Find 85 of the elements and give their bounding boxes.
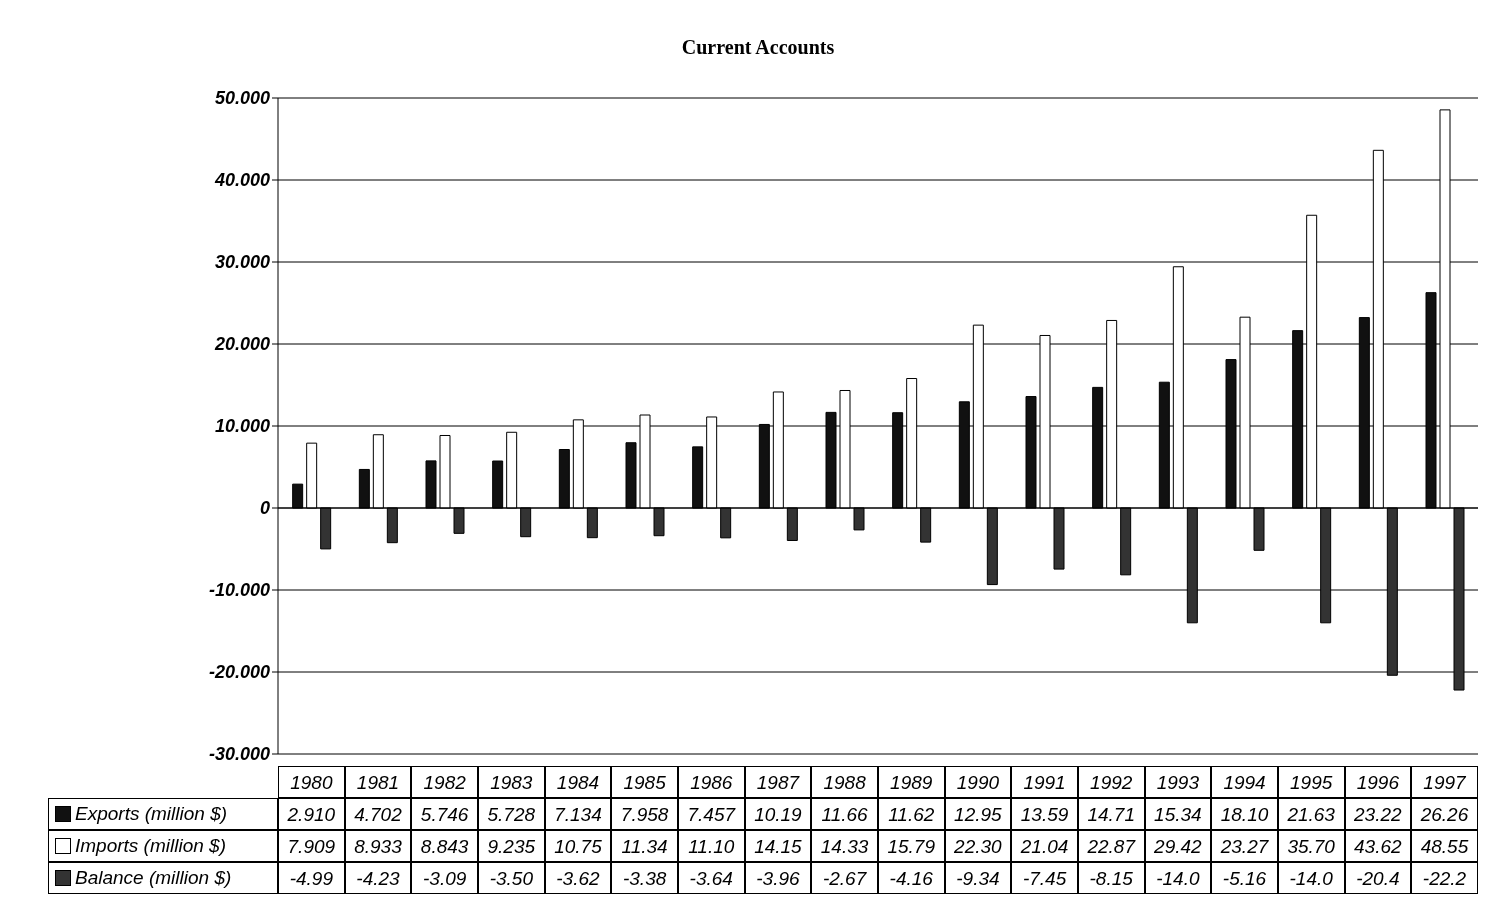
data-label: -5.16 <box>1211 862 1278 894</box>
data-label: -3.96 <box>744 862 812 894</box>
data-label: 48.55 <box>1411 830 1478 862</box>
data-label: 10.19 <box>744 798 812 830</box>
data-label: -14.0 <box>1144 862 1212 894</box>
x-tick-label: 1997 <box>1411 766 1478 798</box>
data-label: -4.23 <box>344 862 412 894</box>
y-tick-label: 30.000 <box>214 252 270 273</box>
data-label: 8.843 <box>411 830 478 862</box>
data-label: 7.909 <box>278 830 345 862</box>
x-tick-label: 1983 <box>477 766 545 798</box>
legend-label: Imports (million $) <box>75 834 226 858</box>
y-tick-label: 0 <box>259 498 270 519</box>
data-label: 12.95 <box>944 798 1012 830</box>
data-label: -20.4 <box>1344 862 1412 894</box>
data-label: 35.70 <box>1277 830 1345 862</box>
data-label: -3.38 <box>611 862 678 894</box>
data-label: 14.71 <box>1077 798 1145 830</box>
legend-label: Balance (million $) <box>75 866 232 890</box>
data-label: -3.09 <box>411 862 478 894</box>
data-label: 7.958 <box>611 798 678 830</box>
x-tick-label: 1986 <box>677 766 745 798</box>
y-tick-label: 50.000 <box>214 88 270 109</box>
x-tick-label: 1993 <box>1144 766 1212 798</box>
data-label: 15.79 <box>877 830 945 862</box>
data-label: 23.22 <box>1344 798 1412 830</box>
y-tick-label: 10.000 <box>214 416 270 437</box>
data-label: -4.99 <box>278 862 345 894</box>
data-label: -8.15 <box>1077 862 1145 894</box>
data-label: -14.0 <box>1277 862 1345 894</box>
legend-label: Exports (million $) <box>75 802 228 826</box>
data-label: 5.746 <box>411 798 478 830</box>
x-tick-label: 1989 <box>877 766 945 798</box>
data-label: 14.33 <box>811 830 878 862</box>
data-label: 22.87 <box>1077 830 1145 862</box>
x-tick-label: 1980 <box>278 766 345 798</box>
data-label: 21.63 <box>1277 798 1345 830</box>
data-label: 5.728 <box>477 798 545 830</box>
y-tick-label: -10.000 <box>208 580 270 601</box>
x-tick-label: 1992 <box>1077 766 1145 798</box>
data-label: -4.16 <box>877 862 945 894</box>
data-label: 11.62 <box>877 798 945 830</box>
data-label: 15.34 <box>1144 798 1212 830</box>
x-tick-label: 1990 <box>944 766 1012 798</box>
x-tick-label: 1981 <box>344 766 412 798</box>
data-label: -2.67 <box>811 862 878 894</box>
data-label: -3.62 <box>544 862 612 894</box>
data-label: 4.702 <box>344 798 412 830</box>
data-label: -9.34 <box>944 862 1012 894</box>
data-label: 26.26 <box>1411 798 1478 830</box>
data-label: 21.04 <box>1011 830 1078 862</box>
y-tick-label: 20.000 <box>213 334 270 355</box>
data-label: 11.10 <box>677 830 745 862</box>
data-label: 7.457 <box>677 798 745 830</box>
data-label: -22.2 <box>1411 862 1478 894</box>
data-label: 14.15 <box>744 830 812 862</box>
data-label: -3.50 <box>477 862 545 894</box>
data-label: 23.27 <box>1211 830 1278 862</box>
x-tick-label: 1995 <box>1277 766 1345 798</box>
data-label: 11.66 <box>811 798 878 830</box>
x-tick-label: 1988 <box>811 766 878 798</box>
data-label: 11.34 <box>611 830 678 862</box>
data-label: 2.910 <box>278 798 345 830</box>
x-tick-label: 1996 <box>1344 766 1412 798</box>
data-label: -3.64 <box>677 862 745 894</box>
data-label: 29.42 <box>1144 830 1212 862</box>
data-label: 18.10 <box>1211 798 1278 830</box>
x-tick-label: 1987 <box>744 766 812 798</box>
x-tick-label: 1982 <box>411 766 478 798</box>
data-label: 43.62 <box>1344 830 1412 862</box>
data-label: -7.45 <box>1011 862 1078 894</box>
y-tick-label: 40.000 <box>213 170 270 191</box>
x-tick-label: 1984 <box>544 766 612 798</box>
x-tick-label: 1991 <box>1011 766 1078 798</box>
data-label: 9.235 <box>477 830 545 862</box>
y-tick-label: -20.000 <box>208 662 270 683</box>
data-label: 13.59 <box>1011 798 1078 830</box>
x-tick-label: 1994 <box>1211 766 1278 798</box>
y-tick-label: -30.000 <box>208 744 270 765</box>
x-tick-label: 1985 <box>611 766 678 798</box>
chart-title: Current Accounts <box>680 36 836 59</box>
data-label: 10.75 <box>544 830 612 862</box>
data-label: 8.933 <box>344 830 412 862</box>
data-label: 7.134 <box>544 798 612 830</box>
data-label: 22.30 <box>944 830 1012 862</box>
